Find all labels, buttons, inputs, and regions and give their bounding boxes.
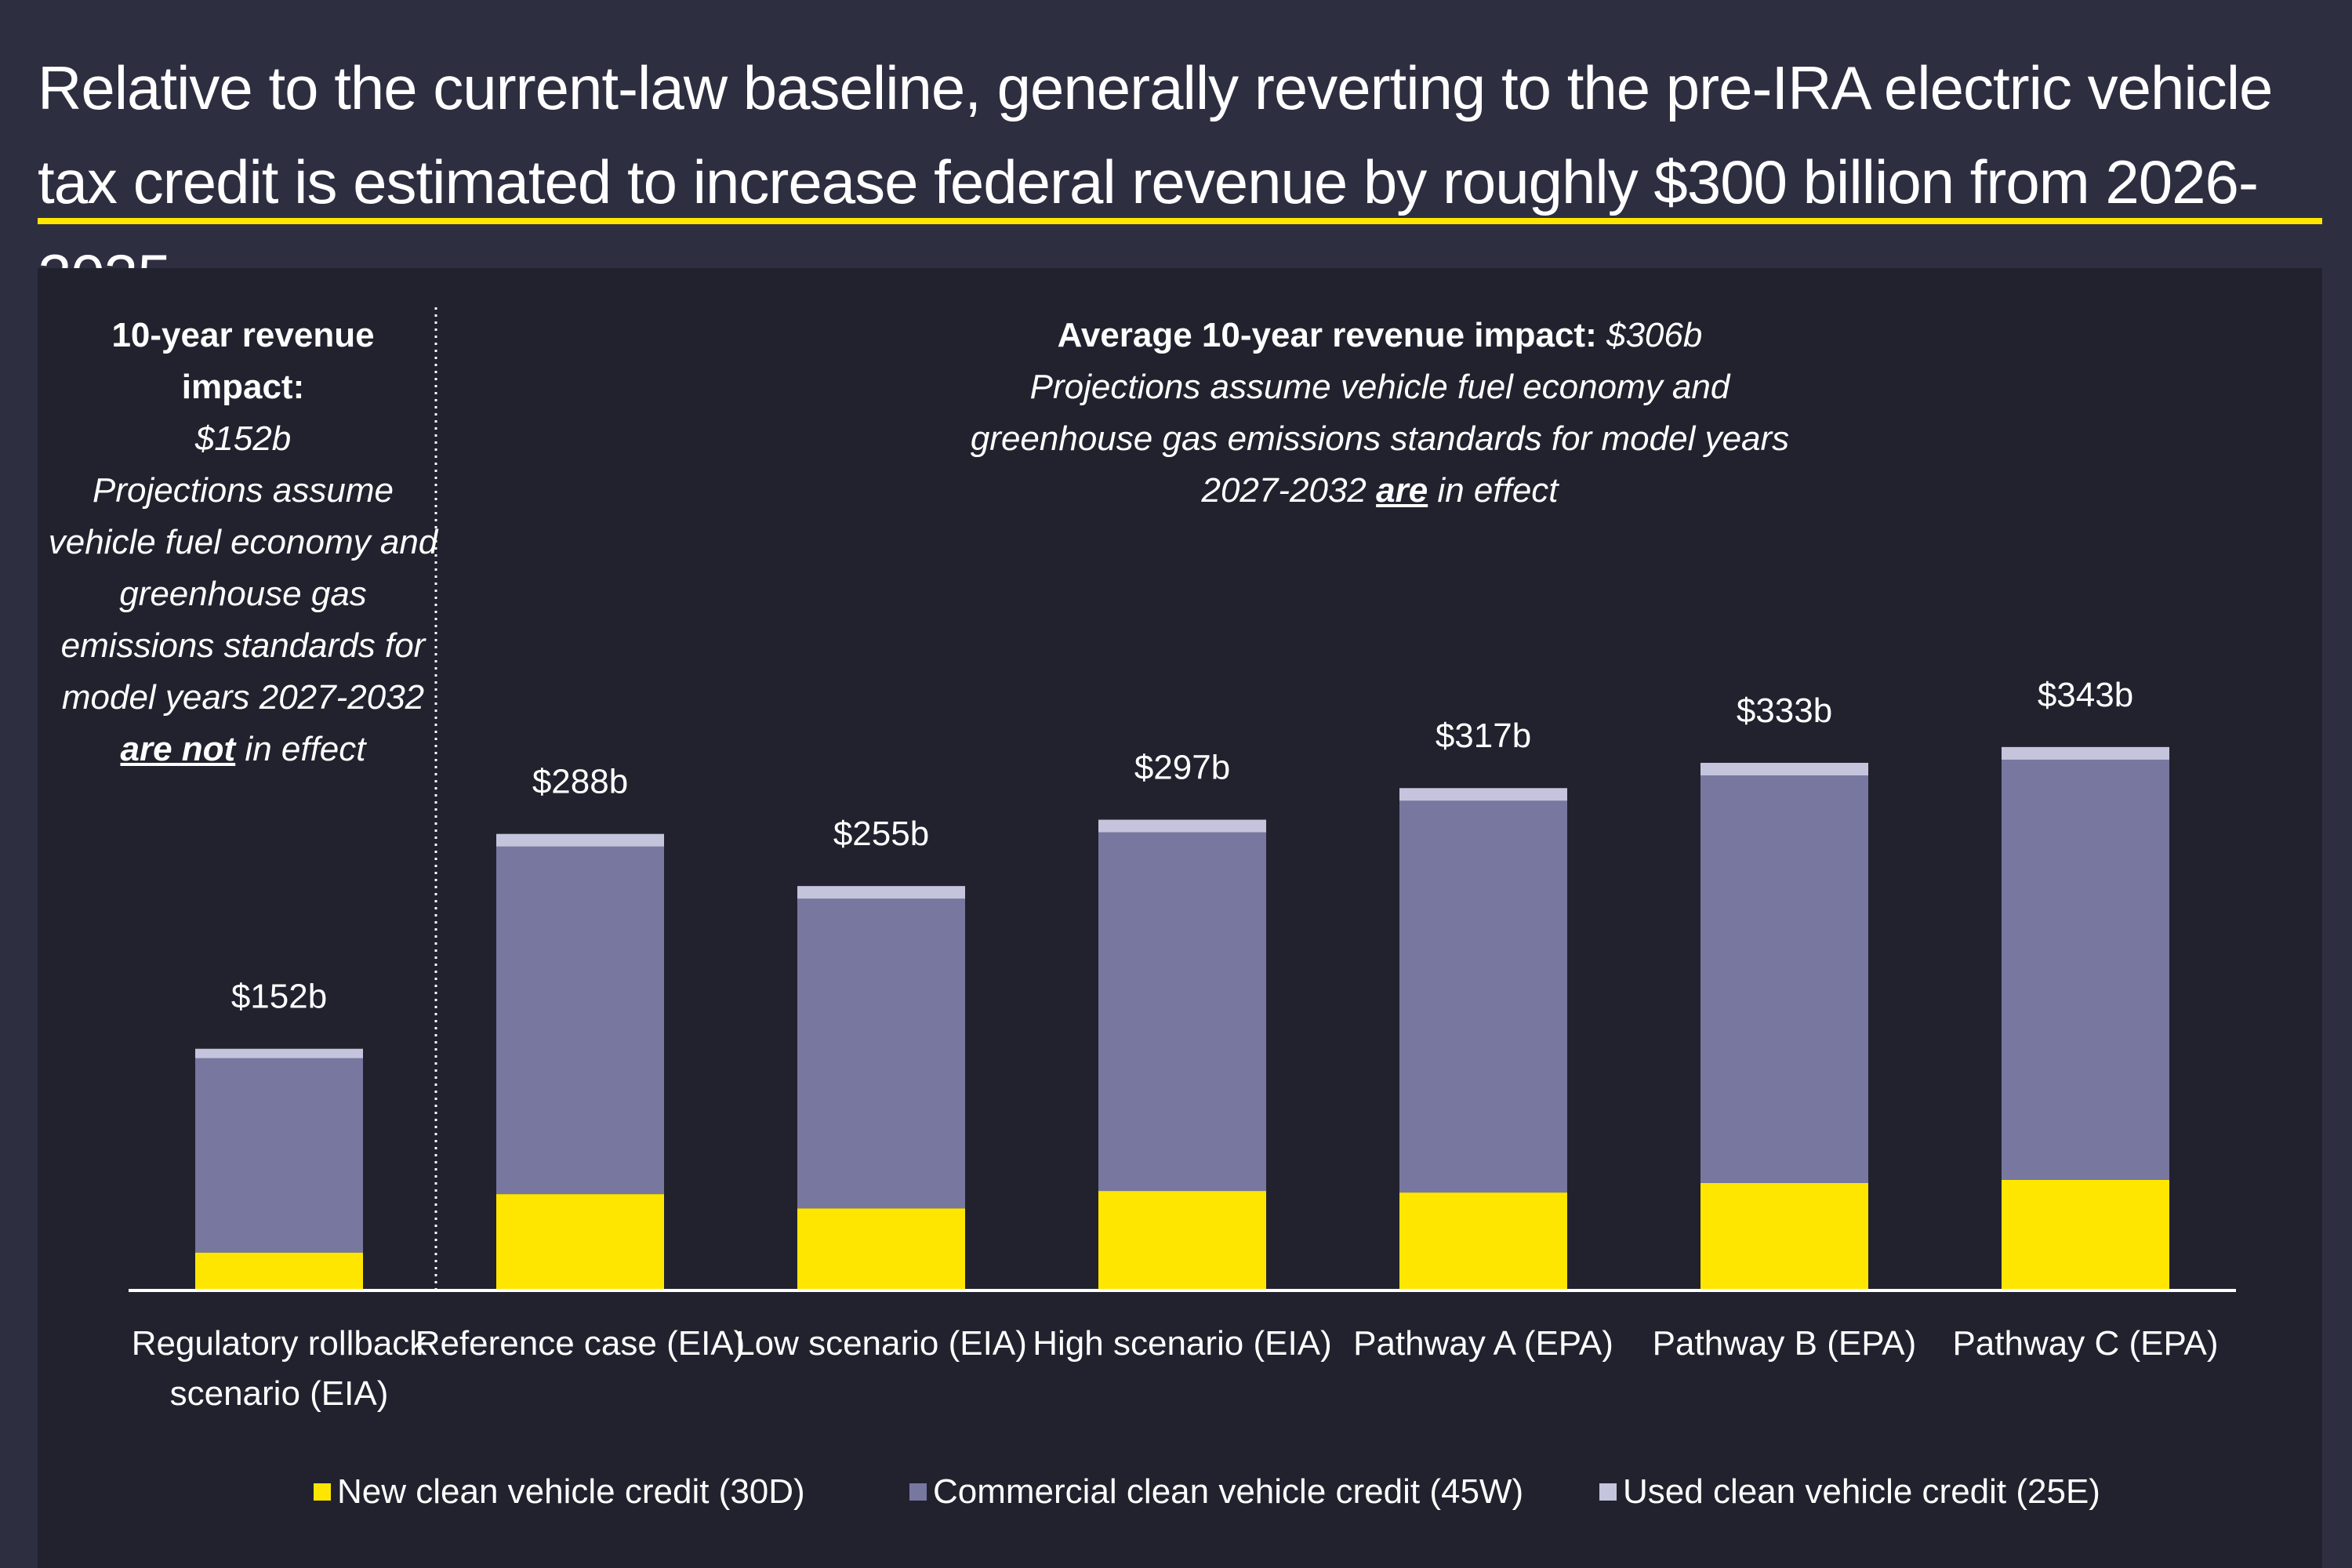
rollback-assumption-note: Projections assume vehicle fuel economy …: [47, 465, 439, 775]
scenario-assumption-note: Projections assume vehicle fuel economy …: [941, 361, 1819, 517]
bar-segment-used-25e-1: [496, 833, 664, 847]
bar-segment-used-25e-6: [2002, 746, 2169, 760]
legend-swatch: [1599, 1483, 1617, 1501]
total-label-5: $333b: [1737, 691, 1832, 730]
bar-segment-used-25e-2: [797, 886, 965, 899]
rollback-note-text: Projections assume vehicle fuel economy …: [48, 471, 438, 717]
legend-item-new-clean-30d: New clean vehicle credit (30D): [314, 1472, 805, 1512]
rollback-impact-heading: 10-year revenue impact:: [111, 316, 375, 406]
rollback-impact-value: $152b: [194, 419, 292, 458]
category-label-0-line-0: Regulatory rollback: [132, 1324, 428, 1363]
legend-swatch: [909, 1483, 927, 1501]
category-label-4: Pathway A (EPA): [1353, 1324, 1613, 1363]
average-impact-value: $306b: [1606, 316, 1703, 354]
bar-segment-commercial-45w-1: [496, 846, 664, 1195]
rollback-note-tail: in effect: [235, 730, 366, 768]
bar-segment-new-clean-30d-3: [1098, 1191, 1266, 1289]
category-label-0-line-1: scenario (EIA): [170, 1374, 389, 1413]
bar-segment-used-25e-0: [195, 1048, 363, 1058]
total-label-6: $343b: [2038, 676, 2133, 714]
average-impact-heading: Average 10-year revenue impact:: [1057, 316, 1597, 354]
bar-segment-commercial-45w-6: [2002, 759, 2169, 1180]
bar-segment-new-clean-30d-1: [496, 1194, 664, 1289]
chart-canvas: $152b Regulatory rollback scenario (EIA) $2…: [129, 307, 2236, 1413]
category-label-1: Reference case (EIA): [416, 1324, 746, 1363]
scenario-note-tail: in effect: [1428, 471, 1559, 510]
bar-segment-new-clean-30d-0: [195, 1252, 363, 1289]
total-label-2: $255b: [833, 815, 929, 853]
bar-segment-new-clean-30d-6: [2002, 1179, 2169, 1289]
category-label-2: Low scenario (EIA): [735, 1324, 1027, 1363]
legend-label: Used clean vehicle credit (25E): [1623, 1472, 2100, 1511]
category-label-3: High scenario (EIA): [1033, 1324, 1331, 1363]
legend-swatch: [314, 1483, 331, 1501]
bar-segment-used-25e-4: [1399, 788, 1567, 801]
total-label-4: $317b: [1436, 717, 1531, 755]
bar-segment-new-clean-30d-2: [797, 1208, 965, 1289]
bar-segment-commercial-45w-4: [1399, 800, 1567, 1193]
rollback-note-emphasis: are not: [120, 730, 236, 768]
bar-segment-used-25e-5: [1700, 763, 1868, 776]
bar-segment-used-25e-3: [1098, 819, 1266, 833]
bar-segment-new-clean-30d-5: [1700, 1182, 1868, 1289]
bar-segment-new-clean-30d-4: [1399, 1192, 1567, 1289]
scenario-annotation: Average 10-year revenue impact: $306b Pr…: [941, 310, 1819, 517]
scenario-note-emphasis: are: [1376, 471, 1428, 510]
legend-item-commercial-45w: Commercial clean vehicle credit (45W): [909, 1472, 1523, 1512]
category-label-5: Pathway B (EPA): [1653, 1324, 1917, 1363]
bar-segment-commercial-45w-5: [1700, 775, 1868, 1183]
bar-segment-commercial-45w-0: [195, 1058, 363, 1253]
legend-label: New clean vehicle credit (30D): [337, 1472, 805, 1511]
category-label-6: Pathway C (EPA): [1952, 1324, 2218, 1363]
total-label-3: $297b: [1134, 749, 1230, 787]
bar-segment-commercial-45w-2: [797, 898, 965, 1209]
total-label-0: $152b: [231, 978, 327, 1016]
bar-segment-commercial-45w-3: [1098, 832, 1266, 1192]
chart-title: Relative to the current-law baseline, ge…: [38, 53, 2273, 310]
title-underline: [38, 218, 2322, 224]
chart-panel: $152b Regulatory rollback scenario (EIA) $2…: [38, 268, 2322, 1568]
rollback-annotation: 10-year revenue impact: $152b Projection…: [47, 310, 439, 775]
total-label-1: $288b: [532, 763, 628, 801]
legend-item-used-25e: Used clean vehicle credit (25E): [1599, 1472, 2100, 1512]
scenario-note-text: Projections assume vehicle fuel economy …: [970, 368, 1790, 510]
chart-legend: New clean vehicle credit (30D) Commercial…: [314, 1472, 2195, 1527]
legend-label: Commercial clean vehicle credit (45W): [933, 1472, 1524, 1511]
